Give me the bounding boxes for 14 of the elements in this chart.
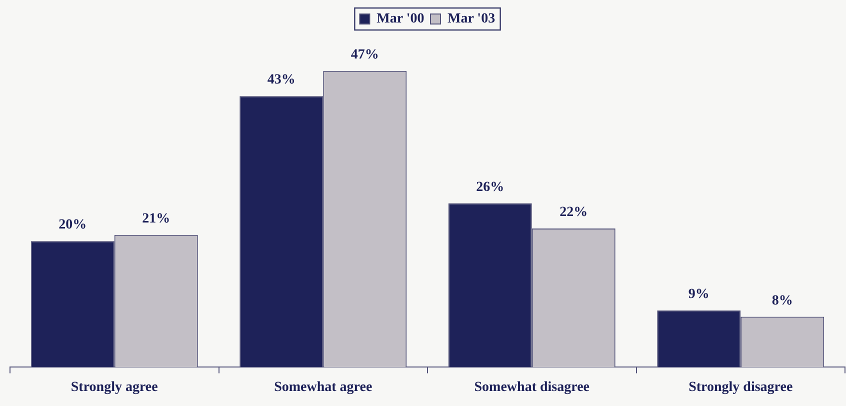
- data-label: 21%: [142, 211, 170, 226]
- x-tick-label: Somewhat disagree: [474, 380, 590, 396]
- data-label: 20%: [58, 218, 87, 233]
- x-tick-label: Somewhat agree: [274, 380, 372, 396]
- data-label: 43%: [267, 72, 296, 88]
- data-label: 9%: [688, 287, 710, 302]
- legend-label: Mar '03: [448, 12, 496, 27]
- data-label: 8%: [772, 293, 793, 308]
- legend-label: Mar '00: [376, 12, 424, 27]
- x-tick-label: Strongly agree: [70, 380, 158, 396]
- x-tick-label: Strongly disagree: [688, 380, 793, 396]
- data-label: 47%: [350, 48, 379, 63]
- data-label: 26%: [476, 180, 504, 195]
- data-label: 22%: [560, 205, 588, 220]
